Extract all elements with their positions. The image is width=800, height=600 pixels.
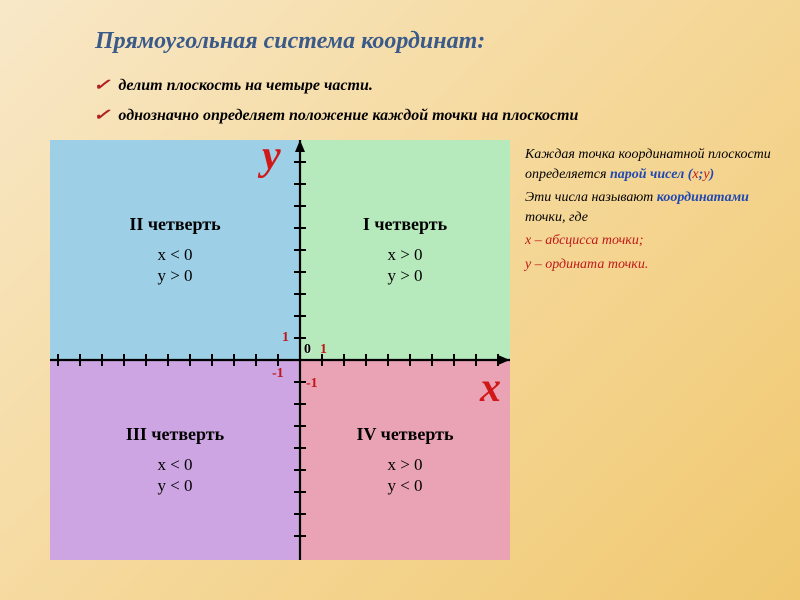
check-icon: ✓ bbox=[93, 105, 110, 125]
tick-1-x: 1 bbox=[320, 342, 327, 358]
tick-1-y: 1 bbox=[282, 330, 289, 346]
x-axis-label: x bbox=[480, 364, 501, 412]
bullet-1-text: делит плоскость на четыре части. bbox=[118, 77, 372, 94]
tick-neg1-x: -1 bbox=[272, 366, 284, 382]
bullet-1: ✓ делит плоскость на четыре части. bbox=[95, 75, 373, 95]
side-explanation: Каждая точка координатной плоскости опре… bbox=[525, 145, 785, 279]
origin-label: 0 bbox=[304, 342, 311, 358]
page-title: Прямоугольная система координат: bbox=[95, 28, 485, 55]
check-icon: ✓ bbox=[93, 75, 110, 95]
y-axis-label: y bbox=[262, 132, 281, 180]
bullet-2-text: однозначно определяет положение каждой т… bbox=[118, 107, 578, 124]
tick-neg1-y: -1 bbox=[306, 376, 318, 392]
axes-svg bbox=[50, 140, 510, 560]
bullet-2: ✓ однозначно определяет положение каждой … bbox=[95, 105, 578, 125]
coordinate-plane: II четверть x < 0 y > 0 I четверть x > 0… bbox=[50, 140, 510, 560]
